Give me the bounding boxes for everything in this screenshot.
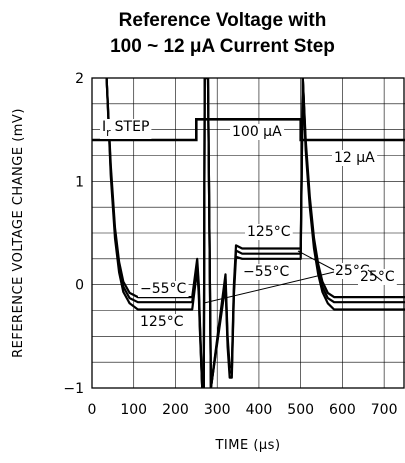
step-label: Ir STEP — [102, 119, 149, 139]
temp-minus55c-mid-label-bg — [241, 264, 292, 280]
x-tick-label: 400 — [246, 402, 273, 418]
chart-title: Reference Voltage with — [118, 10, 327, 31]
x-tick-label: 200 — [162, 402, 189, 418]
curves — [105, 78, 405, 388]
y-axis-label: REFERENCE VOLTAGE CHANGE (mV) — [11, 108, 26, 358]
temp-minus55c-mid-label: −55°C — [243, 264, 290, 280]
leader-line — [203, 271, 335, 304]
plot-frame — [91, 77, 405, 389]
leader-line — [297, 250, 335, 271]
series-line — [105, 78, 405, 388]
y-tick-label: 0 — [75, 278, 84, 294]
temp-125c-mid-label-bg — [245, 224, 293, 240]
chart-subtitle: 100 ~ 12 μA Current Step — [110, 36, 335, 57]
step-label-bg — [100, 119, 152, 139]
temp-125c-mid-label: 125°C — [247, 224, 291, 240]
x-tick-label: 700 — [371, 402, 398, 418]
temp-minus55c-left-label: −55°C — [140, 281, 187, 297]
x-tick-label: 500 — [287, 402, 314, 418]
x-tick-label: 300 — [204, 402, 231, 418]
high-current-label-bg — [230, 124, 285, 140]
x-tick-label: 0 — [88, 402, 97, 418]
temp-125c-left-label-bg — [138, 314, 186, 330]
step-line — [92, 118, 405, 142]
temp-125c-left-label: 125°C — [140, 314, 184, 330]
step-signal — [92, 118, 405, 142]
x-tick-label: 600 — [329, 402, 356, 418]
y-tick-label: −1 — [63, 381, 84, 397]
high-current-label: 100 μA — [232, 124, 282, 140]
leader-line — [367, 269, 383, 282]
temp-minus55c-left-label-bg — [138, 281, 189, 297]
low-current-label-bg — [332, 150, 378, 166]
low-current-label: 12 μA — [334, 150, 375, 166]
x-axis-label: TIME (μs) — [214, 438, 280, 453]
y-tick-label: 1 — [75, 174, 84, 190]
y-tick-label: 2 — [75, 71, 84, 87]
x-tick-label: 100 — [120, 402, 147, 418]
